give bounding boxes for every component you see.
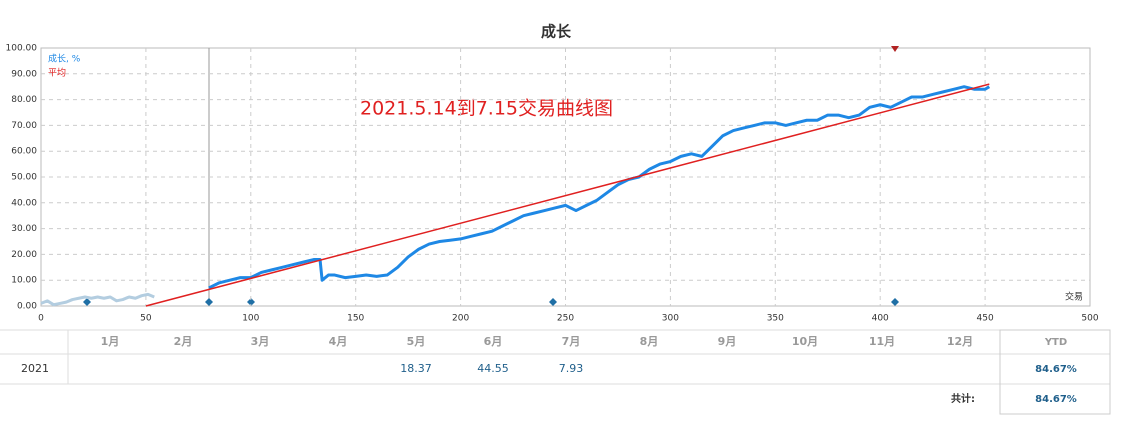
ytd-value: 84.67% [1035,364,1077,375]
y-tick-label: 60.00 [11,147,37,157]
month-header: 5月 [407,335,426,348]
x-tick-label: 0 [38,314,44,324]
event-markers [83,298,899,306]
month-header: 7月 [562,335,581,348]
x-tick-label: 100 [242,314,259,324]
series-line [145,83,990,307]
y-tick-label: 10.00 [11,276,37,286]
chart-title: 成长 [541,23,572,41]
month-header: 9月 [718,335,737,348]
month-header: 12月 [947,335,973,348]
y-tick-label: 50.00 [11,173,37,183]
y-tick-label: 0.00 [17,302,37,312]
series-line [40,292,155,307]
x-tick-label: 50 [140,314,152,324]
series-line [208,85,991,290]
x-tick-label: 500 [1081,314,1098,324]
month-header: 6月 [484,335,503,348]
y-tick-label: 100.00 [6,44,38,54]
x-tick-label: 350 [767,314,784,324]
legend-entry: 平均 [48,67,66,79]
month-header: 1月 [101,335,120,348]
x-tick-label: 400 [872,314,889,324]
month-value: 18.37 [400,362,432,375]
year-label: 2021 [21,362,49,375]
month-value: 44.55 [477,362,509,375]
x-tick-label: 300 [662,314,679,324]
y-tick-label: 70.00 [11,121,37,131]
y-tick-label: 20.00 [11,250,37,260]
top-marker [891,46,899,52]
x-tick-label: 200 [452,314,469,324]
month-header: 2月 [174,335,193,348]
month-value: 7.93 [559,362,584,375]
month-header: 4月 [329,335,348,348]
ytd-header: YTD [1044,337,1067,348]
ytd-column [999,329,1111,415]
month-header: 3月 [251,335,270,348]
total-label: 共计: [951,392,975,405]
x-tick-label: 250 [557,314,574,324]
y-tick-label: 40.00 [11,198,37,208]
month-header: 11月 [869,335,895,348]
y-tick-label: 30.00 [11,224,37,234]
x-axis-label: 交易 [1065,291,1083,303]
month-header: 8月 [640,335,659,348]
annotation: 2021.5.14到7.15交易曲线图 [360,98,613,120]
total-value: 84.67% [1035,394,1077,405]
legend-entry: 成长, % [48,53,81,65]
y-tick-label: 90.00 [11,69,37,79]
y-tick-label: 80.00 [11,95,37,105]
month-header: 10月 [792,335,818,348]
x-tick-label: 450 [977,314,994,324]
x-tick-label: 150 [347,314,364,324]
